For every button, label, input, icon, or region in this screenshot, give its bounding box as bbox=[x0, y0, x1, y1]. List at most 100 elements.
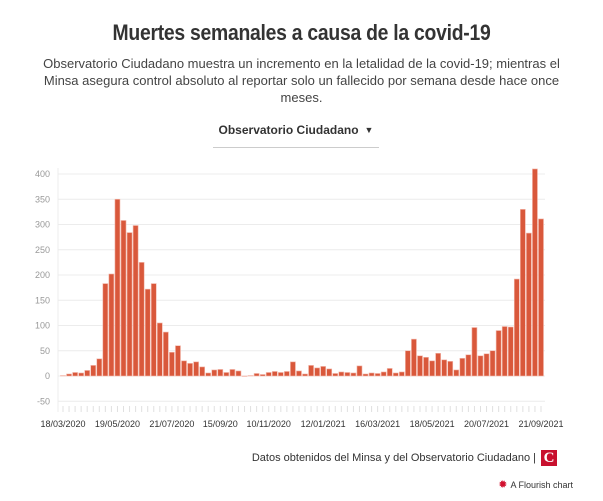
bar[interactable] bbox=[429, 360, 435, 377]
bar[interactable] bbox=[247, 375, 254, 377]
bar[interactable] bbox=[193, 361, 199, 377]
bar[interactable] bbox=[66, 373, 72, 377]
bar[interactable] bbox=[417, 355, 423, 377]
bar[interactable] bbox=[132, 225, 139, 377]
y-tick-label: 200 bbox=[35, 270, 50, 280]
bar[interactable] bbox=[356, 365, 363, 377]
bar[interactable] bbox=[465, 354, 472, 377]
bar[interactable] bbox=[114, 198, 121, 377]
bar[interactable] bbox=[144, 288, 151, 377]
bar[interactable] bbox=[453, 369, 460, 377]
bar[interactable] bbox=[344, 372, 351, 377]
flourish-credit[interactable]: ✹ A Flourish chart bbox=[498, 478, 573, 491]
bar[interactable] bbox=[150, 283, 157, 377]
bar[interactable] bbox=[211, 369, 218, 377]
bar[interactable] bbox=[102, 283, 109, 377]
bar[interactable] bbox=[441, 359, 448, 377]
flourish-credit-text: A Flourish chart bbox=[510, 479, 573, 490]
x-tick-label: 15/09/20 bbox=[203, 419, 238, 429]
bar[interactable] bbox=[253, 373, 260, 377]
bar[interactable] bbox=[138, 262, 145, 377]
bar[interactable] bbox=[374, 373, 381, 377]
bar[interactable] bbox=[507, 326, 514, 377]
bar[interactable] bbox=[271, 371, 278, 377]
bar[interactable] bbox=[199, 366, 205, 377]
bar[interactable] bbox=[120, 220, 127, 377]
bar[interactable] bbox=[108, 273, 115, 377]
bar[interactable] bbox=[217, 369, 224, 377]
x-tick-label: 21/09/2021 bbox=[518, 419, 563, 429]
bar[interactable] bbox=[423, 357, 429, 377]
bar[interactable] bbox=[126, 232, 133, 377]
bar[interactable] bbox=[350, 372, 357, 377]
bar[interactable] bbox=[241, 375, 248, 377]
y-tick-label: 350 bbox=[35, 194, 50, 204]
bar[interactable] bbox=[320, 366, 326, 377]
chart-subtitle: Observatorio Ciudadano muestra un increm… bbox=[43, 56, 560, 105]
bar[interactable] bbox=[181, 360, 187, 377]
bar[interactable] bbox=[229, 369, 236, 377]
bars bbox=[60, 168, 544, 377]
x-tick-label: 21/07/2020 bbox=[149, 419, 194, 429]
bar[interactable] bbox=[302, 373, 308, 377]
bar[interactable] bbox=[259, 374, 266, 377]
bar[interactable] bbox=[290, 361, 296, 377]
bar[interactable] bbox=[90, 365, 97, 377]
y-tick-label: 0 bbox=[45, 371, 50, 381]
caret-down-icon: ▼ bbox=[364, 125, 374, 135]
bar[interactable] bbox=[483, 353, 490, 377]
publisher-logo[interactable]: C bbox=[541, 450, 557, 466]
bar[interactable] bbox=[84, 370, 91, 377]
bar[interactable] bbox=[175, 345, 181, 377]
x-tick-label: 16/03/2021 bbox=[355, 419, 400, 429]
bar[interactable] bbox=[392, 372, 399, 377]
bar[interactable] bbox=[72, 372, 78, 377]
bar[interactable] bbox=[78, 372, 84, 377]
bar[interactable] bbox=[471, 327, 478, 377]
x-axis: 18/03/2020 19/05/2020 21/07/2020 15/09/20 10… bbox=[40, 406, 564, 429]
bar[interactable] bbox=[205, 372, 212, 377]
bar[interactable] bbox=[96, 358, 103, 377]
bar[interactable] bbox=[477, 355, 484, 377]
bar[interactable] bbox=[156, 322, 163, 377]
x-tick-label: 12/01/2021 bbox=[301, 419, 346, 429]
bar[interactable] bbox=[277, 372, 284, 377]
bar[interactable] bbox=[526, 232, 532, 377]
bar[interactable] bbox=[386, 368, 393, 377]
bar[interactable] bbox=[296, 370, 302, 377]
bar[interactable] bbox=[495, 330, 502, 377]
series-dropdown[interactable]: Observatorio Ciudadano ▼ bbox=[213, 123, 379, 148]
y-tick-label: 50 bbox=[40, 346, 50, 356]
bar[interactable] bbox=[326, 368, 333, 377]
bar[interactable] bbox=[538, 218, 544, 377]
bar[interactable] bbox=[362, 373, 369, 377]
bar[interactable] bbox=[489, 350, 496, 377]
bar[interactable] bbox=[447, 361, 454, 377]
bar[interactable] bbox=[314, 367, 320, 377]
bar[interactable] bbox=[163, 331, 169, 377]
bar[interactable] bbox=[380, 371, 387, 377]
bar[interactable] bbox=[338, 371, 345, 377]
bar[interactable] bbox=[284, 371, 290, 377]
bar[interactable] bbox=[169, 351, 175, 377]
bar[interactable] bbox=[520, 209, 526, 377]
bar[interactable] bbox=[405, 350, 411, 377]
bar[interactable] bbox=[235, 370, 242, 377]
bar[interactable] bbox=[60, 375, 66, 377]
bar[interactable] bbox=[332, 373, 339, 377]
bar[interactable] bbox=[435, 352, 441, 377]
bar[interactable] bbox=[399, 371, 405, 377]
bar[interactable] bbox=[308, 365, 314, 377]
y-axis: 400 350 300 250 200 150 100 50 0 -50 bbox=[35, 169, 50, 406]
bar[interactable] bbox=[459, 358, 466, 377]
bar[interactable] bbox=[187, 363, 193, 377]
bar[interactable] bbox=[501, 326, 508, 377]
bar[interactable] bbox=[223, 372, 230, 377]
bar[interactable] bbox=[265, 372, 272, 377]
source-note: Datos obtenidos del Minsa y del Observat… bbox=[252, 450, 557, 466]
bar[interactable] bbox=[513, 278, 520, 377]
bar[interactable] bbox=[532, 168, 538, 377]
bar[interactable] bbox=[411, 338, 417, 377]
bar[interactable] bbox=[368, 372, 375, 377]
dropdown-selected: Observatorio Ciudadano bbox=[218, 123, 359, 137]
